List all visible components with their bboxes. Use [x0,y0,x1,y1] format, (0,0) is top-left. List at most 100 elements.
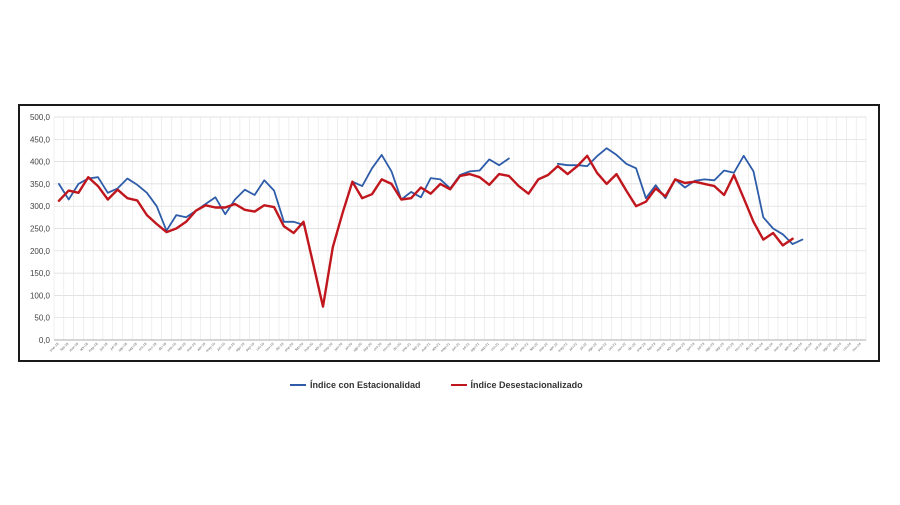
x-tick-label: jun-23 [685,342,695,352]
x-tick-label: ene-20 [284,342,295,353]
x-tick-label: jun-22 [568,342,578,352]
x-tick-label: may-20 [322,342,333,353]
x-tick-label: mar-20 [303,342,314,353]
x-tick-label: dic-23 [745,342,755,352]
legend-label-estacionalidad: Índice con Estacionalidad [310,380,421,390]
x-tick-label: jul-20 [344,342,354,352]
y-tick-label: 500,0 [30,113,51,122]
x-tick-label: dic-18 [158,342,168,352]
chart-frame: 0,0 50,0 100,0 150,0 200,0 250,0 300,0 350,0 400… [18,104,880,362]
series-line-estacionalidad [58,176,305,232]
x-tick-label: nov-21 [499,342,509,352]
x-tick-label: may-18 [88,342,99,353]
x-tick-label: oct-22 [608,342,618,352]
y-tick-label: 150,0 [30,269,51,278]
x-tick-label: sep-23 [714,342,724,352]
x-tick-label: ago-20 [352,342,363,353]
x-tick-label: oct-23 [725,342,735,352]
x-tick-label: jun-19 [215,342,225,352]
x-tick-label: jul-22 [578,342,588,352]
y-axis-ticks: 0,0 50,0 100,0 150,0 200,0 250,0 300,0 350,0 400… [30,113,51,345]
x-tick-label: oct-20 [373,342,383,352]
line-chart: 0,0 50,0 100,0 150,0 200,0 250,0 300,0 350,0 400… [30,113,867,353]
x-tick-label: nov-20 [382,342,392,352]
y-tick-label: 250,0 [30,225,51,234]
x-tick-label: feb-23 [647,342,657,352]
x-tick-label: feb-19 [177,342,187,352]
x-tick-label: may-24 [792,342,803,353]
x-tick-label: nov-22 [617,342,627,352]
x-tick-label: sep-22 [597,342,607,352]
x-tick-label: mar-24 [773,342,784,353]
x-tick-label: nov-23 [734,342,744,352]
x-tick-label: jun-20 [333,342,343,352]
x-tick-label: ene-18 [49,342,60,353]
x-tick-label: sep-21 [480,342,490,352]
y-tick-label: 300,0 [30,202,51,211]
x-tick-label: abr-20 [314,342,324,352]
x-tick-label: dic-21 [510,342,520,352]
x-tick-label: abr-22 [549,342,559,352]
x-tick-label: dic-20 [392,342,402,352]
x-tick-label: abr-18 [79,342,89,352]
legend-item-desestacionalizado: Índice Desestacionalizado [450,380,583,390]
x-tick-label: oct-21 [490,342,500,352]
x-tick-label: ago-18 [118,342,129,353]
x-tick-label: feb-18 [60,342,70,352]
x-tick-label: ago-22 [587,342,598,353]
x-tick-label: dic-22 [627,342,637,352]
x-tick-label: abr-24 [783,342,793,352]
series-line-estacionalidad [351,154,510,201]
x-tick-label: jul-21 [461,342,471,352]
legend-swatch-blue [290,384,306,386]
x-tick-label: ene-19 [166,342,177,353]
x-tick-label: feb-22 [529,342,539,352]
x-tick-label: may-22 [557,342,568,353]
x-tick-label: mar-21 [421,342,432,353]
legend-item-estacionalidad: Índice con Estacionalidad [290,380,421,390]
x-tick-label: nov-24 [851,342,861,352]
x-tick-label: jul-18 [109,342,119,352]
legend-label-desestacionalizado: Índice Desestacionalizado [470,380,583,390]
x-tick-label: mar-23 [655,342,666,353]
x-tick-label: ago-19 [235,342,246,353]
x-tick-label: sep-24 [832,342,842,352]
x-tick-label: oct-24 [842,342,852,352]
x-tick-label: feb-24 [764,342,774,352]
x-tick-label: nov-18 [147,342,157,352]
y-tick-label: 200,0 [30,247,51,256]
x-tick-label: jun-24 [802,342,812,352]
x-tick-label: nov-19 [264,342,274,352]
series-lines [57,147,804,308]
x-tick-label: mar-18 [68,342,79,353]
x-tick-label: dic-19 [275,342,285,352]
y-tick-label: 450,0 [30,135,51,144]
y-tick-label: 50,0 [34,314,50,323]
y-tick-label: 350,0 [30,180,51,189]
x-tick-label: abr-19 [196,342,206,352]
x-tick-label: jul-23 [696,342,706,352]
x-tick-label: may-23 [675,342,686,353]
x-tick-label: ago-24 [822,342,833,353]
y-tick-label: 100,0 [30,291,51,300]
x-tick-label: jun-18 [98,342,108,352]
x-tick-label: abr-23 [666,342,676,352]
x-tick-label: sep-20 [362,342,372,352]
x-tick-label: ago-23 [705,342,716,353]
x-tick-label: mar-22 [538,342,549,353]
x-tick-label: sep-18 [127,342,137,352]
x-tick-label: oct-18 [138,342,148,352]
x-tick-label: oct-19 [255,342,265,352]
x-tick-label: ago-21 [470,342,481,353]
x-tick-label: ene-22 [519,342,530,353]
x-tick-label: feb-20 [294,342,304,352]
legend: Índice con Estacionalidad Índice Desesta… [290,378,613,392]
y-tick-label: 0,0 [39,336,51,345]
x-tick-label: ene-21 [401,342,412,353]
x-tick-label: ene-23 [636,342,647,353]
y-tick-label: 400,0 [30,158,51,167]
series-line-desestacionalizado [57,154,794,308]
x-tick-label: mar-19 [186,342,197,353]
series-line-estacionalidad [556,147,804,246]
